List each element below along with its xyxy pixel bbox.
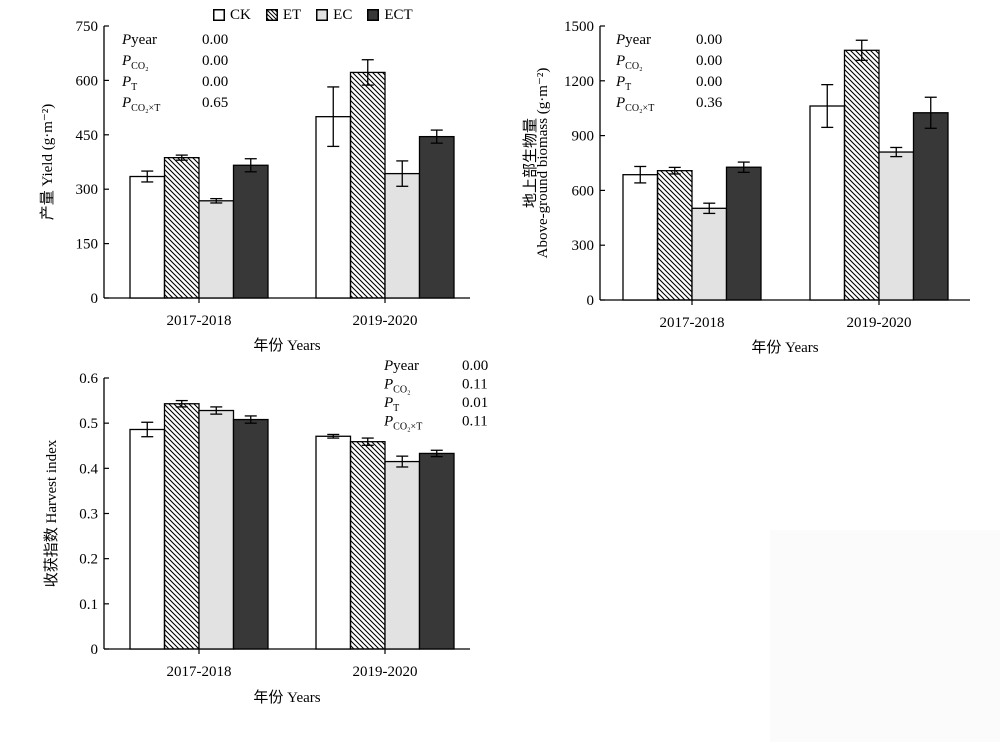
p3-y-tick-label: 0.3 <box>79 507 98 523</box>
legend-item-ect: ECT <box>367 6 413 24</box>
p2-bar-ck-2019-2020 <box>809 105 846 301</box>
p2-bar-et-2019-2020 <box>843 49 880 301</box>
p3-bar-ect-2019-2020 <box>418 452 455 650</box>
p1-stat-label: PCO₂ <box>121 53 149 72</box>
p3-y-tick-label: 0.4 <box>79 461 98 477</box>
p3-stat-value: 0.01 <box>462 395 488 411</box>
p3-y-tick-label: 0.2 <box>79 552 98 568</box>
legend-swatch-ck <box>213 9 225 21</box>
p1-y-tick-label: 600 <box>76 73 99 89</box>
legend: CK ET EC ECT <box>213 5 428 25</box>
p1-y-tick-label: 300 <box>76 182 99 198</box>
p1-stat-label: Pyear <box>121 32 157 48</box>
p3-stat-value: 0.11 <box>462 377 488 393</box>
p1-bar-ect-2017-2018 <box>232 164 269 299</box>
legend-label-ect: ECT <box>384 6 413 23</box>
p2-stat-label: PCO₂×T <box>615 95 654 114</box>
p2-y-tick-label: 600 <box>572 183 595 199</box>
p2-stat-value: 0.00 <box>696 32 722 48</box>
p1-bar-ec-2017-2018 <box>198 200 235 299</box>
p2-y-tick-label: 0 <box>587 293 595 309</box>
p2-x-tick-label: 2017-2018 <box>660 315 725 331</box>
p2-x-axis-label: 年份 Years <box>751 339 818 356</box>
p3-stat-value: 0.00 <box>462 358 488 374</box>
p2-bar-ck-2017-2018 <box>622 174 659 301</box>
p3-x-axis-label: 年份 Years <box>253 689 320 706</box>
p1-bar-et-2019-2020 <box>349 71 386 299</box>
p2-bar-ect-2017-2018 <box>725 166 762 301</box>
p2-y-axis-label-zh: 地上部生物量 <box>522 118 539 208</box>
p3-y-axis-label: 收获指数 Harvest index <box>43 439 60 587</box>
p2-stat-label: PT <box>615 74 631 93</box>
legend-label-et: ET <box>282 6 302 23</box>
p3-bar-ec-2017-2018 <box>198 409 235 650</box>
p2-y-tick-label: 900 <box>572 129 595 145</box>
legend-item-et: ET <box>265 6 302 24</box>
p1-x-tick-label: 2017-2018 <box>167 313 232 329</box>
p3-bar-ck-2019-2020 <box>315 435 352 650</box>
p3-stat-value: 0.11 <box>462 414 488 430</box>
p3-y-tick-label: 0 <box>91 642 99 658</box>
legend-label-ec: EC <box>333 6 353 23</box>
legend-swatch-ect <box>367 9 380 21</box>
p2-stat-label: Pyear <box>615 32 651 48</box>
p1-x-tick-label: 2019-2020 <box>353 313 418 329</box>
p2-stat-value: 0.00 <box>696 74 722 90</box>
p1-y-tick-label: 150 <box>76 237 99 253</box>
p1-stat-value: 0.00 <box>202 53 228 69</box>
p3-stat-label: PCO₂×T <box>383 414 422 433</box>
p2-y-tick-label: 1500 <box>564 19 594 35</box>
p3-x-tick-label: 2017-2018 <box>167 664 232 680</box>
p3-bar-ect-2017-2018 <box>232 418 269 650</box>
p3-x-tick-label: 2019-2020 <box>353 664 418 680</box>
p2-y-tick-label: 1200 <box>564 74 594 90</box>
p1-y-tick-label: 750 <box>76 19 99 35</box>
p1-x-axis-label: 年份 Years <box>253 337 320 354</box>
p3-stat-label: PT <box>383 395 399 414</box>
p1-y-axis-label: 产量 Yield (g·m⁻²) <box>39 104 56 221</box>
p1-y-tick-label: 0 <box>91 291 99 307</box>
p3-y-tick-label: 0.6 <box>79 371 98 387</box>
p3-bar-et-2017-2018 <box>163 403 200 650</box>
legend-swatch-ec <box>316 9 329 21</box>
p3-stat-label: Pyear <box>383 358 419 374</box>
p1-stat-value: 0.00 <box>202 74 228 90</box>
p1-bar-ect-2019-2020 <box>418 135 455 299</box>
p1-stat-value: 0.00 <box>202 32 228 48</box>
p1-stat-label: PT <box>121 74 137 93</box>
p2-bar-ec-2017-2018 <box>691 207 728 301</box>
p2-bar-ec-2019-2020 <box>878 151 915 301</box>
p2-stat-value: 0.36 <box>696 95 723 111</box>
p1-y-tick-label: 450 <box>76 128 99 144</box>
legend-item-ck: CK <box>213 7 251 24</box>
p2-bar-et-2017-2018 <box>656 170 693 301</box>
p1-bar-ec-2019-2020 <box>384 172 421 299</box>
p2-y-axis-label-en: Above-ground biomass (g·m⁻²) <box>535 68 551 259</box>
p3-y-tick-label: 0.1 <box>79 597 98 613</box>
legend-item-ec: EC <box>316 7 352 24</box>
p1-stat-value: 0.65 <box>202 95 228 111</box>
p1-stat-label: PCO₂×T <box>121 95 160 114</box>
p1-bar-ck-2017-2018 <box>129 175 166 299</box>
p3-stat-label: PCO₂ <box>383 377 411 396</box>
p2-stat-value: 0.00 <box>696 53 722 69</box>
p3-bar-ec-2019-2020 <box>384 460 421 650</box>
p3-y-tick-label: 0.5 <box>79 416 98 432</box>
p2-stat-label: PCO₂ <box>615 53 643 72</box>
p2-bar-ect-2019-2020 <box>912 112 949 301</box>
p3-bar-ck-2017-2018 <box>129 428 166 650</box>
p2-x-tick-label: 2019-2020 <box>847 315 912 331</box>
p1-bar-et-2017-2018 <box>163 156 200 299</box>
legend-swatch-et <box>265 9 278 21</box>
blank-corner <box>770 530 1000 742</box>
legend-label-ck: CK <box>230 6 251 23</box>
p3-bar-et-2019-2020 <box>349 441 386 650</box>
p2-y-tick-label: 300 <box>572 238 595 254</box>
